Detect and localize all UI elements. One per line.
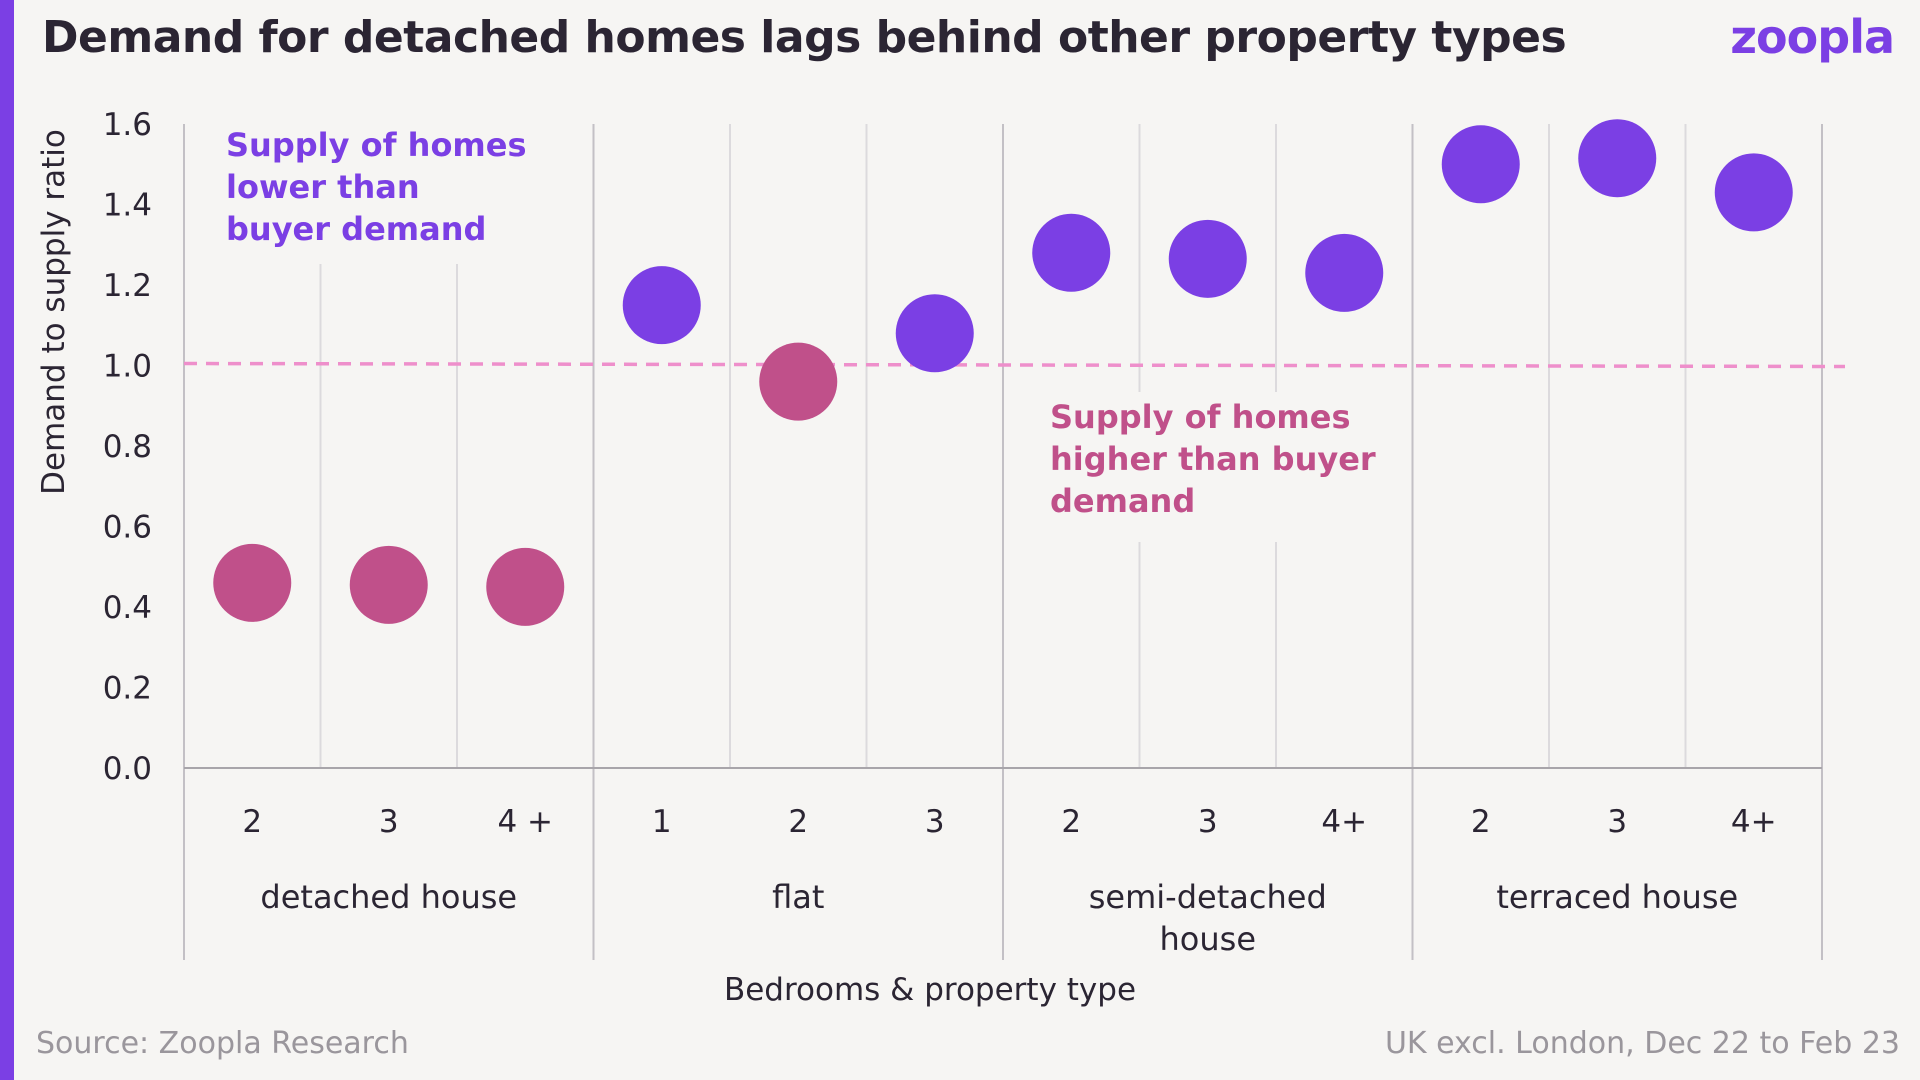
data-point [895, 294, 974, 373]
x-tick-label: 1 [652, 804, 672, 840]
annotation-above-line: lower than [226, 168, 420, 206]
y-tick-label: 1.0 [103, 349, 152, 385]
data-point [759, 342, 838, 421]
data-point [1578, 119, 1657, 198]
reference-line [183, 361, 1846, 369]
y-tick-label: 0.2 [103, 671, 152, 707]
x-tick-label: 4 + [497, 804, 553, 840]
y-tick-label: 1.4 [103, 188, 152, 224]
source-note: Source: Zoopla Research [36, 1026, 409, 1061]
y-tick-label: 0.8 [103, 429, 152, 465]
x-axis-title: Bedrooms & property type [724, 972, 1136, 1008]
data-point [213, 543, 292, 622]
brand-logo: zoopla [1730, 10, 1895, 64]
group-label: terraced house [1496, 878, 1738, 916]
data-point [1032, 213, 1111, 292]
group-label: detached house [260, 878, 517, 916]
accent-bar [0, 0, 14, 1080]
group-label: flat [772, 878, 824, 916]
x-tick-label: 3 [1607, 804, 1627, 840]
data-points [213, 119, 1793, 626]
annotation-bg [1040, 392, 1380, 542]
reference-line-layer [183, 361, 1846, 369]
annotation-above-line: Supply of homes [226, 126, 527, 164]
annotations: Supply of homes lower than buyer demand Sup… [214, 124, 1380, 542]
x-tick-label: 2 [242, 804, 262, 840]
annotation-below-line: higher than buyer [1050, 440, 1376, 478]
y-axis-title: Demand to supply ratio [36, 129, 72, 495]
y-tick-label: 0.6 [103, 510, 152, 546]
annotation-bg [214, 124, 544, 264]
data-point [1714, 153, 1793, 232]
group-label: semi-detached [1089, 878, 1327, 916]
chart-title: Demand for detached homes lags behind ot… [42, 12, 1567, 63]
data-point [1168, 219, 1247, 298]
annotation-above-line: buyer demand [226, 210, 486, 248]
grid-lines [183, 124, 1823, 960]
y-tick-label: 0.4 [103, 590, 152, 626]
x-tick-label: 3 [1198, 804, 1218, 840]
x-tick-label: 2 [1471, 804, 1491, 840]
y-tick-label: 0.0 [103, 751, 152, 787]
x-tick-label: 2 [1061, 804, 1081, 840]
x-tick-label: 3 [925, 804, 945, 840]
group-label: house [1160, 920, 1257, 958]
y-tick-label: 1.2 [103, 268, 152, 304]
region-note: UK excl. London, Dec 22 to Feb 23 [1384, 1026, 1900, 1061]
data-point [486, 547, 565, 626]
data-point [622, 266, 701, 345]
x-tick-label: 4+ [1321, 804, 1367, 840]
data-point [349, 545, 428, 624]
data-point [1305, 233, 1384, 312]
x-tick-label: 3 [379, 804, 399, 840]
annotation-below-line: demand [1050, 482, 1195, 520]
x-tick-label: 4+ [1731, 804, 1777, 840]
axes: 0.0 0.2 0.4 0.6 0.8 1.0 1.2 1.4 1.6 Demand to sup… [36, 107, 1822, 1008]
data-point [1441, 125, 1520, 204]
y-tick-label: 1.6 [103, 107, 152, 143]
x-tick-label: 2 [788, 804, 808, 840]
annotation-below-line: Supply of homes [1050, 398, 1351, 436]
